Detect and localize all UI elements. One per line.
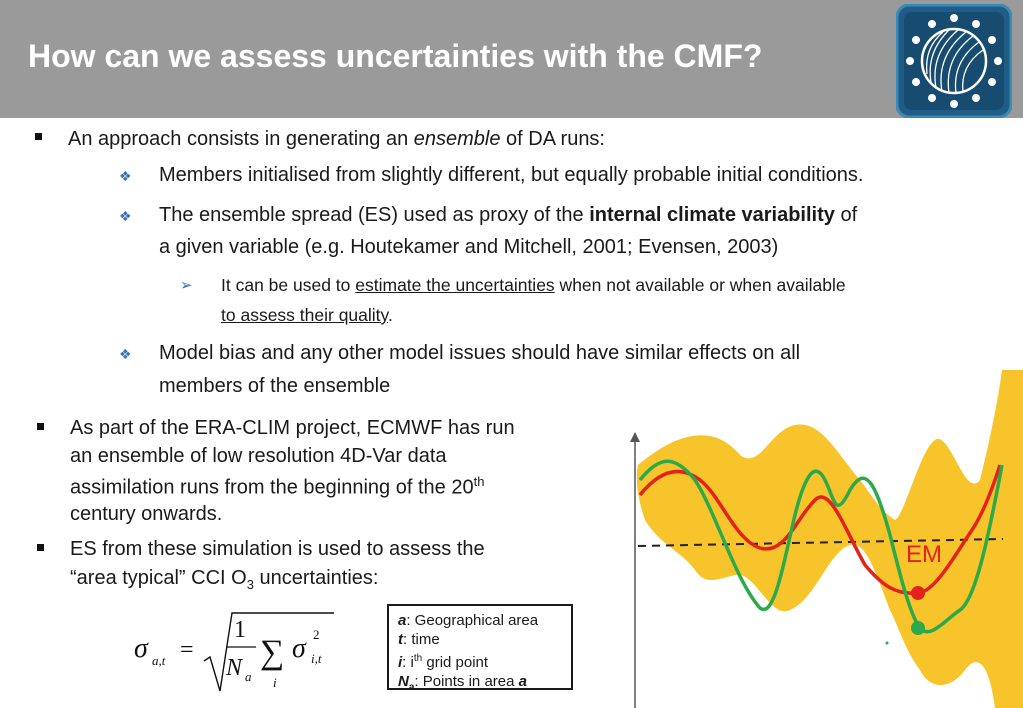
square-bullet-icon: [35, 133, 42, 140]
uncertainty-formula: σ a,t = 1 N a ∑ i σ 2 i,t: [134, 612, 334, 692]
sub-bullet-members: Members initialised from slightly differ…: [159, 164, 864, 186]
square-bullet-icon: [37, 423, 44, 430]
symbol-legend-box: a: Geographical area t: time i: ith grid…: [387, 604, 573, 693]
bullet-era-clim-line3: assimilation runs from the beginning of …: [70, 474, 485, 499]
svg-text:i: i: [273, 675, 277, 690]
y-axis-arrow-icon: [630, 432, 640, 442]
svg-text:a: a: [245, 669, 252, 684]
ensemble-member-line: [638, 459, 1004, 634]
slide-title: How can we assess uncertainties with the…: [28, 38, 763, 74]
diamond-bullet-icon: ❖: [119, 208, 132, 224]
sub-bullet-ensemble-spread-line2: a given variable (e.g. Houtekamer and Mi…: [159, 236, 779, 258]
reference-line: [637, 538, 1004, 547]
svg-text:=: =: [180, 637, 194, 663]
ensemble-spread-band: [636, 370, 1023, 708]
sub-bullet-model-bias: Model bias and any other model issues sh…: [159, 342, 801, 364]
diamond-bullet-icon: ❖: [119, 346, 132, 362]
ensemble-mean-line: [638, 464, 1002, 595]
em-annotation: EM: [906, 541, 942, 568]
square-bullet-icon: [37, 544, 44, 551]
legend-area: a: Geographical area: [398, 612, 539, 629]
svg-text:a,t: a,t: [152, 653, 166, 668]
bullet-era-clim-line2: an ensemble of low resolution 4D-Var dat…: [70, 445, 447, 467]
member-dot-marker: [885, 641, 889, 645]
diamond-bullet-icon: ❖: [119, 168, 132, 184]
bullet-era-clim: As part of the ERA-CLIM project, ECMWF h…: [70, 417, 515, 439]
svg-text:σ: σ: [292, 633, 307, 664]
bullet-es-simulation: ES from these simulation is used to asse…: [70, 538, 485, 560]
bullet-es-simulation-line2: “area typical” CCI O3 uncertainties:: [70, 567, 379, 592]
svg-text:1: 1: [234, 617, 246, 643]
globe-stars-logo-icon: [896, 4, 1012, 118]
svg-text:∑: ∑: [260, 634, 284, 671]
legend-time: t: time: [398, 631, 440, 648]
legend-grid-point: i: ith grid point: [398, 653, 489, 671]
svg-text:N: N: [225, 655, 244, 681]
sub-sub-bullet-uncertainties: It can be used to estimate the uncertain…: [221, 275, 846, 295]
svg-text:2: 2: [313, 627, 320, 642]
bullet-ensemble-approach: An approach consists in generating an en…: [68, 128, 605, 150]
ensemble-member-marker: [911, 621, 925, 635]
title-bar: How can we assess uncertainties with the…: [0, 0, 1023, 118]
arrow-bullet-icon: ➢: [180, 277, 193, 294]
svg-text:σ: σ: [134, 633, 149, 664]
sub-bullet-model-bias-line2: members of the ensemble: [159, 375, 391, 397]
svg-text:i,t: i,t: [311, 651, 322, 666]
sub-bullet-ensemble-spread: The ensemble spread (ES) used as proxy o…: [159, 204, 858, 226]
ensemble-spread-chart: EM: [630, 370, 1023, 708]
ensemble-mean-marker: [911, 586, 925, 600]
legend-points: Na: Points in area a: [398, 673, 527, 693]
bullet-era-clim-line4: century onwards.: [70, 503, 223, 525]
sub-sub-bullet-uncertainties-line2: to assess their quality.: [221, 305, 393, 325]
